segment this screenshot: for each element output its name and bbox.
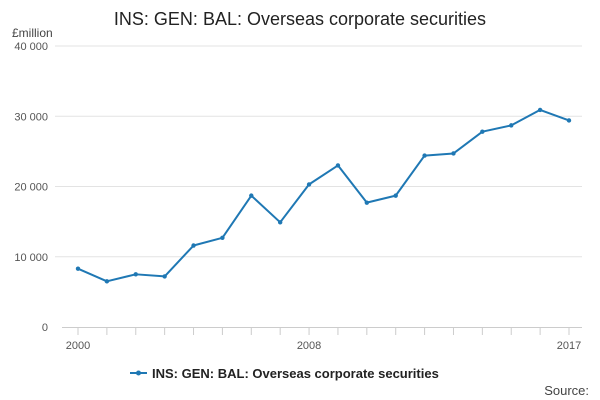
x-axis <box>62 327 582 335</box>
data-point[interactable] <box>133 272 138 277</box>
y-tick-label: 10 000 <box>14 252 48 264</box>
y-tick-label: 30 000 <box>14 111 48 123</box>
series-layer <box>75 107 572 284</box>
data-point[interactable] <box>451 151 456 156</box>
x-tick-label: 2008 <box>297 340 321 352</box>
data-point[interactable] <box>104 279 110 284</box>
data-point[interactable] <box>162 274 167 279</box>
chart-title: INS: GEN: BAL: Overseas corporate securi… <box>114 9 486 29</box>
legend-series-marker <box>136 370 141 376</box>
data-point[interactable] <box>191 243 196 248</box>
data-point[interactable] <box>393 193 398 198</box>
data-point[interactable] <box>277 220 283 225</box>
data-point[interactable] <box>306 182 312 187</box>
data-point[interactable] <box>422 153 427 158</box>
data-point[interactable] <box>480 129 485 134</box>
y-tick-label: 40 000 <box>14 41 48 53</box>
x-tick-label: 2000 <box>66 340 90 352</box>
data-point[interactable] <box>537 107 543 113</box>
y-axis-tick-labels: 0 10 000 20 000 30 000 40 000 <box>14 41 48 334</box>
data-point[interactable] <box>566 118 572 123</box>
grid-lines <box>55 45 582 258</box>
y-tick-label: 0 <box>42 322 48 334</box>
data-point[interactable] <box>249 193 254 198</box>
legend[interactable]: INS: GEN: BAL: Overseas corporate securi… <box>130 366 439 381</box>
data-point[interactable] <box>335 163 341 168</box>
data-point[interactable] <box>364 200 370 205</box>
x-tick-label: 2017 <box>557 340 581 352</box>
y-axis-unit-label: £million <box>12 26 53 40</box>
source-label: Source: <box>544 383 589 398</box>
series-line <box>77 108 570 283</box>
data-point[interactable] <box>509 123 514 128</box>
x-axis-tick-labels: 2000 2008 2017 <box>66 340 581 352</box>
legend-series-label: INS: GEN: BAL: Overseas corporate securi… <box>152 366 439 381</box>
data-point[interactable] <box>75 266 81 271</box>
data-point[interactable] <box>220 235 225 240</box>
y-tick-label: 20 000 <box>14 182 48 194</box>
